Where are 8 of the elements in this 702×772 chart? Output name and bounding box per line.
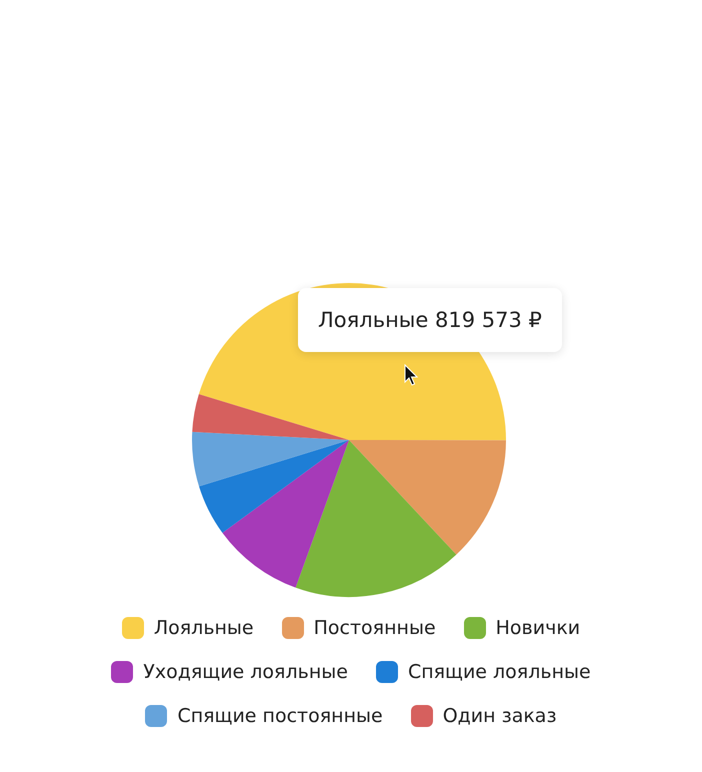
- legend-label: Спящие лояльные: [408, 661, 591, 683]
- legend-label: Уходящие лояльные: [143, 661, 348, 683]
- legend-label: Постоянные: [314, 617, 436, 639]
- text: Лояльные 819 573 ₽: [318, 308, 542, 332]
- legend-label: Новички: [496, 617, 580, 639]
- legend-label: Лояльные: [154, 617, 254, 639]
- legend-label: Спящие постоянные: [177, 705, 383, 727]
- legend-label: Один заказ: [442, 705, 557, 727]
